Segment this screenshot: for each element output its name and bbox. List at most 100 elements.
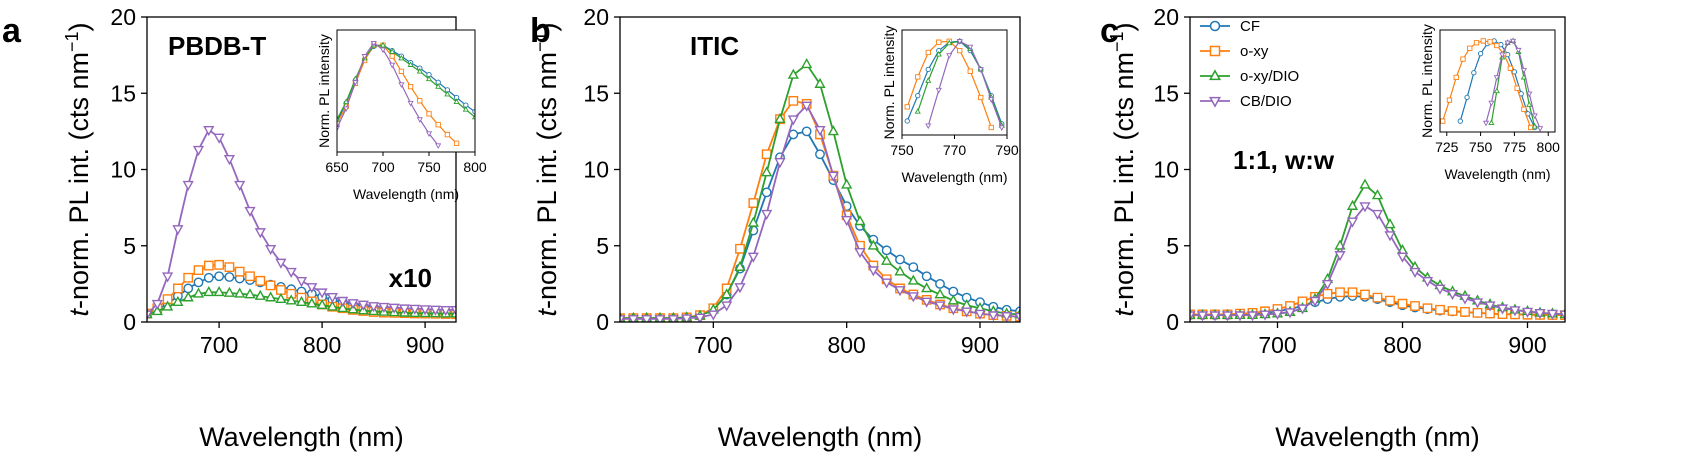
panel-label-a: a [2,12,22,50]
inset-data-point-oxy [978,94,984,101]
data-point-cb-dio [1209,311,1221,322]
inset-chart: 725 750 775 800 Wavelength (nm) Norm. PL inte… [1419,24,1560,182]
data-point-oxy-dio [182,291,194,302]
data-point-oxy [1435,304,1445,315]
inset-data-point-cb-dio [1493,75,1500,81]
inset-data-point-cf [904,118,910,124]
inset-x-axis-label: Wavelength (nm) [901,169,1007,185]
data-point-cf [895,254,905,265]
data-point-cb-dio [801,101,813,112]
data-point-cb-dio [787,115,799,126]
inset-data-point-cb-dio [988,97,995,103]
inset-data-point-oxy [1453,74,1459,81]
y-tick-label: 20 [1153,4,1179,30]
inset-data-point-oxy [925,49,931,56]
data-point-oxy [286,288,297,299]
data-point-oxy-dio [316,298,328,310]
data-point-oxy-dio [203,285,215,297]
data-point-oxy-dio [326,300,338,311]
inset-data-point-cf [1464,94,1470,101]
inset-data-point-oxy [1460,56,1466,62]
inset-data-point-oxy-dio [416,67,423,74]
inset-data-point-oxy-dio [407,61,414,67]
inset-data-point-cb-dio [407,100,414,107]
data-point-cb-dio [894,286,906,297]
y-tick-label: 20 [110,4,136,30]
legend-label-cf: CF [1240,18,1260,35]
data-point-oxy-dio [801,57,813,69]
inset-x-tick-label: 775 [1503,139,1527,155]
data-point-oxy-dio [265,291,277,302]
data-point-cb-dio [907,292,919,303]
inset-data-point-oxy [1480,38,1486,44]
inset-data-point-cb-dio [1488,100,1495,107]
x-tick-label: 900 [406,332,444,358]
data-point-cb-dio [1484,301,1496,312]
x-axis-label: Wavelength (nm) [1275,422,1480,452]
y-tick-label: 0 [1166,309,1179,335]
x-axis-label: Wavelength (nm) [718,422,923,452]
y-tick-label: 0 [596,309,609,335]
inset-data-point-cb-dio [416,117,423,123]
y-axis-label-main: -norm. PL int. (cts nm [532,52,562,309]
inset-data-point-cb-dio [1531,113,1538,120]
legend-label-cb-dio: CB/DIO [1240,93,1292,110]
inset-x-tick-label: 650 [325,159,349,175]
data-point-cf [921,271,932,282]
data-point-cb-dio [654,315,666,322]
data-point-cb-dio [265,244,277,256]
data-point-cb-dio [1471,298,1484,309]
inset-data-point-oxy-dio [389,48,396,54]
inset-x-tick-label: 750 [1469,139,1493,155]
inset-data-point-cb-dio [1499,52,1506,59]
data-point-cb-dio [627,315,639,322]
inset-data-point-oxy [904,104,910,110]
data-point-oxy-dio [1371,189,1384,200]
x-tick-label: 800 [1383,332,1421,358]
data-point-oxy-dio [881,254,893,265]
data-point-oxy [255,275,266,286]
inset-x-tick-label: 770 [943,142,967,158]
data-point-oxy [1372,292,1383,303]
inset-data-point-cb-dio [425,131,433,137]
inset-data-point-oxy-dio [1526,101,1533,107]
data-point-oxy [214,259,224,270]
data-point-oxy-dio [254,289,266,300]
data-point-cb-dio [440,305,452,317]
x-tick-label: 900 [961,332,999,358]
data-point-oxy [203,260,214,271]
data-point-cb-dio [378,302,390,314]
inset-data-point-oxy-dio [935,50,942,57]
data-point-cb-dio [1434,284,1446,295]
y-axis-label-end: ) [532,22,562,31]
inset-data-point-cb-dio [1482,120,1490,127]
data-point-oxy [1335,287,1345,298]
data-point-oxy-dio [734,260,746,271]
data-point-cb-dio [734,283,746,294]
plot-area [147,126,456,321]
data-point-cb-dio [337,296,349,307]
data-point-oxy-dio [213,285,225,297]
inset-frame [1439,29,1556,133]
inset-data-point-cf [925,66,931,73]
inset-data-point-cf [1457,118,1463,124]
data-point-cb-dio [213,133,225,144]
legend-marker-cf [1209,20,1221,32]
data-point-cb-dio [1509,306,1521,317]
x-tick-label: 700 [200,332,238,358]
panel-a: a 700 800 900 0 5 10 15 20 Wavelength (nm) t-norm.… [2,4,487,452]
inset-data-point-cb-dio [389,62,396,69]
panel-label-c: c [1100,12,1119,50]
data-point-cb-dio [347,299,359,310]
data-point-cb-dio [1559,310,1565,321]
data-point-cb-dio [1534,309,1546,320]
y-axis-label-sup: −1 [1107,31,1127,52]
inset-x-tick-label: 800 [1537,139,1561,155]
data-point-cb-dio [961,307,973,318]
data-point-cb-dio [1234,311,1246,322]
data-point-oxy-dio [827,125,839,136]
inset-data-point-oxy [1528,124,1534,131]
y-axis-label-main: -norm. PL int. (cts nm [64,52,94,309]
data-point-cb-dio [162,272,174,283]
data-point-oxy-dio [275,292,287,303]
